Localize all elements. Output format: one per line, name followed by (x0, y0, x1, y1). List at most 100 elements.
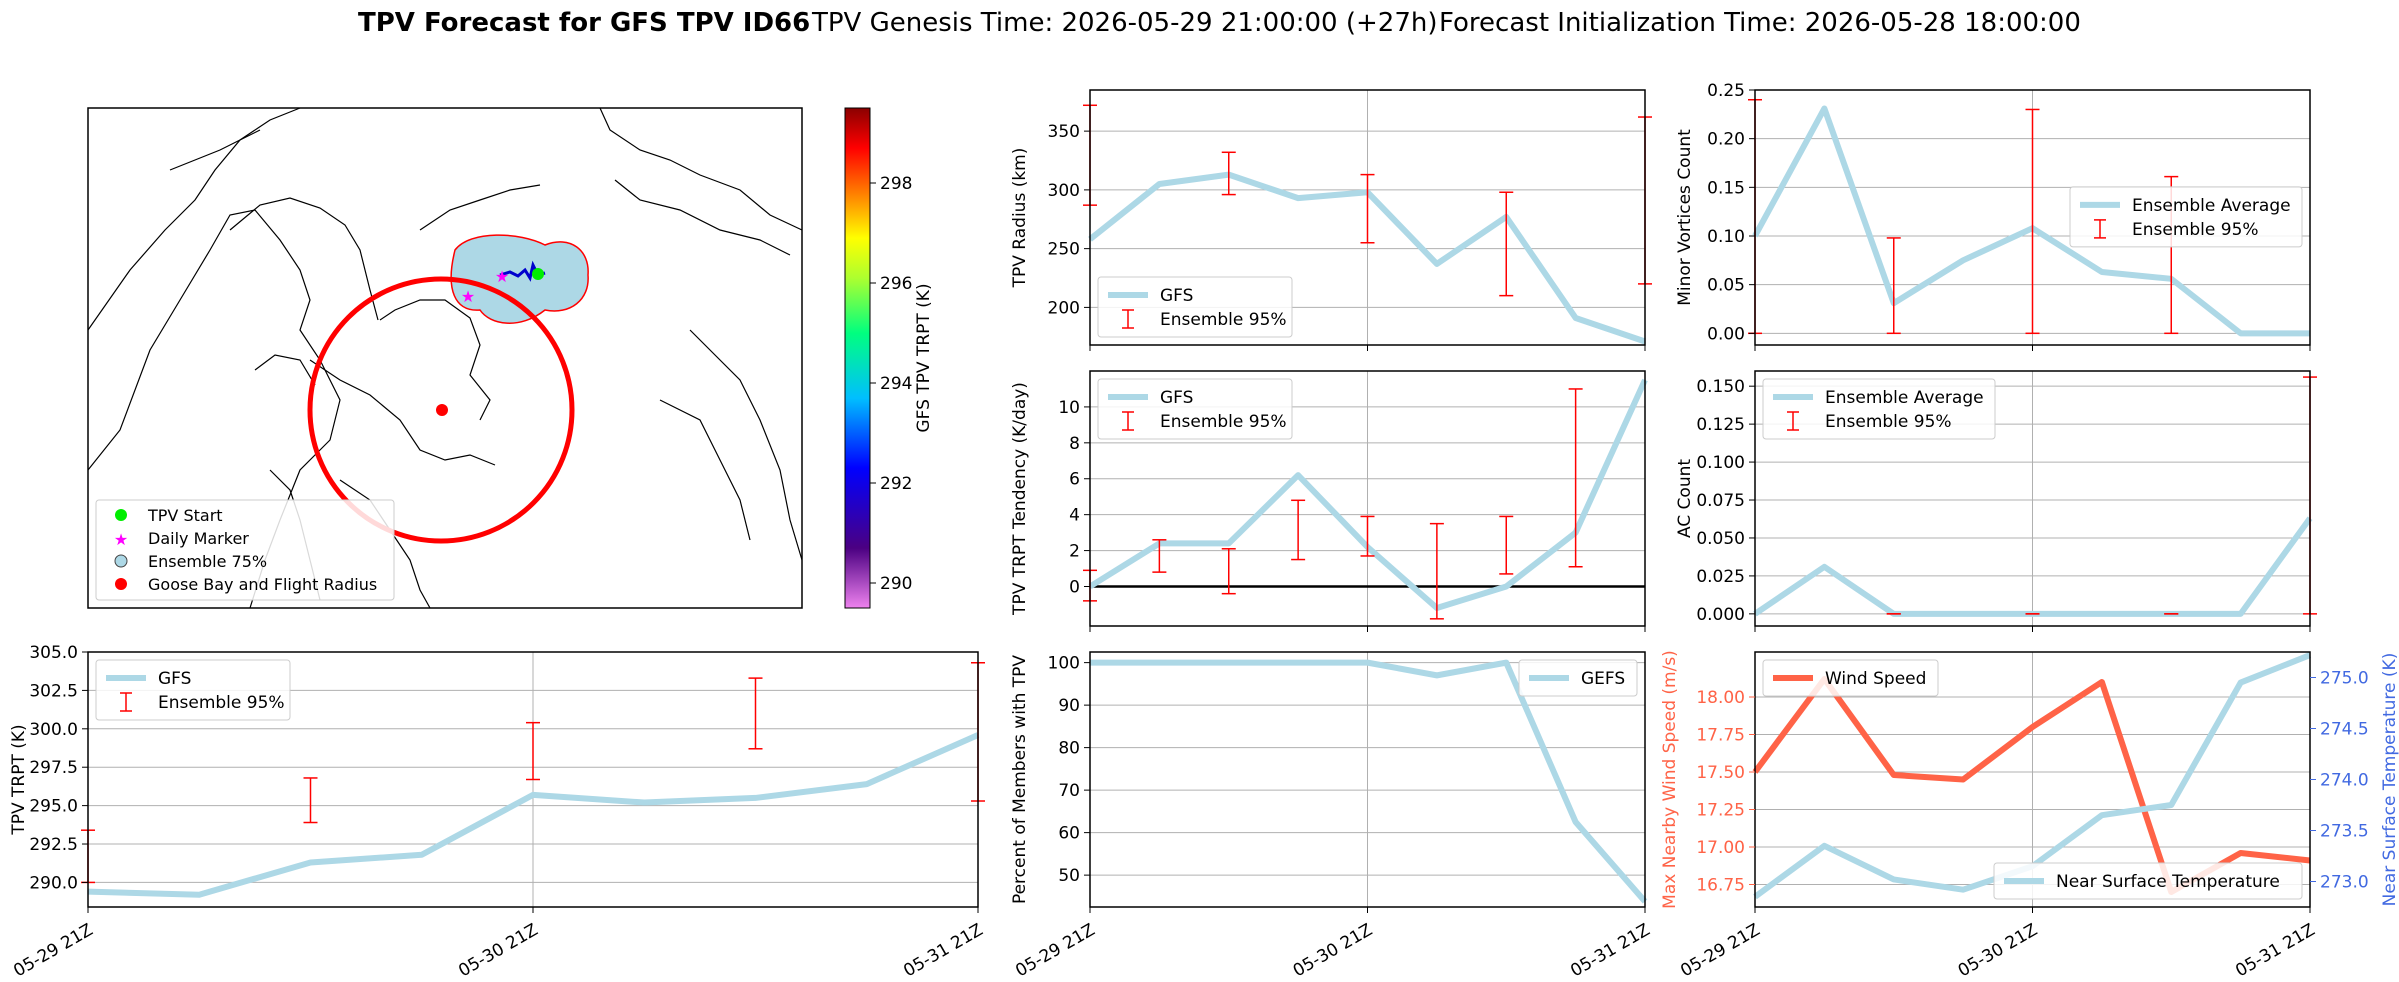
error-bar (303, 777, 318, 824)
legend: GEFS (1518, 659, 1638, 697)
legend-box (2069, 186, 2303, 248)
y-tick-label: 0.10 (1707, 227, 1745, 247)
chart-minor-vortices: 0.00 0.05 0.10 0.15 0.20 0.25 Minor Vortices C… (1675, 81, 2311, 351)
y-tick-label-right: 273.0 (2320, 873, 2369, 893)
series-line-0 (1090, 659, 1648, 904)
y-tick-label: 0.150 (1696, 377, 1745, 397)
y-tick-label: 100 (1048, 654, 1080, 674)
y-tick-label: 0.05 (1707, 276, 1745, 296)
legend-label: Ensemble Average (1825, 388, 1984, 408)
legend-box (1518, 659, 1638, 697)
error-bar (1221, 548, 1236, 595)
legend-label: Ensemble 95% (1825, 412, 1952, 432)
legend-label: Ensemble 95% (158, 693, 285, 713)
legend: Near Surface Temperature (1993, 862, 2303, 900)
x-tick-label: 05-30 21Z (1955, 920, 2041, 981)
x-tick-label: 05-30 21Z (455, 920, 541, 981)
y-tick-label: 2 (1069, 542, 1080, 562)
chart-radius: 200 250 300 350 TPV Radius (km) GFS Ensemble 9… (1010, 89, 1652, 351)
error-bar (1499, 191, 1514, 297)
x-tick-label: 05-29 21Z (10, 920, 96, 981)
error-bar (1221, 151, 1236, 196)
legend-tpv-start-label: TPV Start (147, 506, 223, 525)
y-tick-label: 17.25 (1696, 801, 1745, 821)
y-tick-label: 10 (1058, 398, 1080, 418)
y-tick-label: 8 (1069, 434, 1080, 454)
error-bar (1360, 515, 1375, 557)
legend: GFS Ensemble 95% (1097, 276, 1293, 338)
legend-label: Ensemble 95% (1160, 412, 1287, 432)
y-tick-label: 0.20 (1707, 130, 1745, 150)
figure-title-init: Forecast Initialization Time: 2026-05-28… (1439, 8, 2081, 38)
y-tick-label: 0.15 (1707, 178, 1745, 198)
colorbar-tick-label: 298 (880, 174, 912, 194)
y-axis-label: Minor Vortices Count (1675, 129, 1695, 306)
legend-ensemble-symbol (114, 554, 128, 568)
figure-title-bold: TPV Forecast for GFS TPV ID66 (358, 8, 810, 38)
y-tick-label: 70 (1058, 781, 1080, 801)
y-tick-label: 290.0 (29, 873, 78, 893)
legend-label: GFS (1160, 388, 1193, 408)
error-bar (2025, 108, 2040, 335)
y-tick-label: 0.100 (1696, 453, 1745, 473)
legend-label: Ensemble Average (2132, 196, 2291, 216)
legend-box (1762, 378, 1996, 440)
colorbar-ticks: 290 292 294 296 298 (870, 174, 912, 594)
y-tick-label: 16.75 (1696, 876, 1745, 896)
legend-goose-bay-label: Goose Bay and Flight Radius (148, 575, 377, 594)
y-tick-label: 0.125 (1696, 415, 1745, 435)
y-tick-label: 300 (1048, 181, 1080, 201)
y-tick-label: 0.000 (1696, 605, 1745, 625)
colorbar-label: GFS TPV TRPT (K) (914, 283, 934, 432)
x-tick-label: 05-29 21Z (1677, 920, 1763, 981)
y-tick-label: 295.0 (29, 797, 78, 817)
error-bar (748, 677, 763, 750)
x-tick-label: 05-31 21Z (2232, 920, 2318, 981)
y-tick-label: 300.0 (29, 720, 78, 740)
legend-box (1993, 862, 2303, 900)
chart-wind-temperature: 16.75 17.00 17.25 17.50 17.75 18.00 273.0 273.5… (1660, 650, 2399, 981)
colorbar-tick-label: 292 (880, 474, 912, 494)
y-tick-label: 4 (1069, 506, 1080, 526)
y-axis-label: AC Count (1675, 459, 1695, 538)
legend: GFS Ensemble 95% (95, 659, 291, 721)
y-axis-label: Percent of Members with TPV (1010, 655, 1030, 904)
y-tick-label-right: 274.5 (2320, 720, 2369, 740)
y-tick-label: 18.00 (1696, 688, 1745, 708)
legend-label: Ensemble 95% (1160, 310, 1287, 330)
y-tick-label: 0.25 (1707, 81, 1745, 101)
y-tick-label: 6 (1069, 470, 1080, 490)
y-tick-label: 90 (1058, 696, 1080, 716)
ensemble-75-area (450, 234, 589, 324)
y-axis-label: TPV TRPT Tendency (K/day) (1010, 382, 1030, 616)
error-bar (1568, 388, 1583, 568)
error-bar (1360, 173, 1375, 244)
y-tick-label: 297.5 (29, 758, 78, 778)
y-tick-label: 17.00 (1696, 838, 1745, 858)
legend-label: Wind Speed (1825, 669, 1926, 689)
chart-trpt: 290.0 292.5 295.0 297.5 300.0 302.5 305.0 05-29… (9, 643, 987, 981)
colorbar: 290 292 294 296 298 GFS TPV TRPT (K) (844, 107, 934, 609)
series-line-0 (87, 732, 980, 898)
legend-box (1762, 659, 1939, 697)
y-tick-label: 250 (1048, 240, 1080, 260)
error-bar (1429, 522, 1444, 620)
daily-marker-star: ★ (495, 267, 509, 286)
chart-tendency: 0 2 4 6 8 10 TPV TRPT Tendency (K/day) GFS Ensem… (1010, 370, 1648, 632)
legend-label: Near Surface Temperature (2056, 872, 2280, 892)
y-tick-label: 0.00 (1707, 324, 1745, 344)
y-tick-label-right: 273.5 (2320, 822, 2369, 842)
error-bar (526, 721, 540, 781)
y-axis-label: TPV Radius (km) (1010, 148, 1030, 289)
legend-daily-marker-symbol: ★ (114, 530, 128, 549)
y-tick-label: 350 (1048, 122, 1080, 142)
coastlines (87, 107, 803, 609)
y-tick-label-right: 274.0 (2320, 771, 2369, 791)
goose-bay-marker (436, 404, 448, 416)
y-tick-label-right: 275.0 (2320, 669, 2369, 689)
colorbar-tick-label: 296 (880, 274, 912, 294)
y-tick-label: 17.75 (1696, 726, 1745, 746)
y-axis-label: TPV TRPT (K) (9, 724, 29, 835)
y-tick-label: 60 (1058, 824, 1080, 844)
y-axis-label: Max Nearby Wind Speed (m/s) (1660, 650, 1680, 909)
